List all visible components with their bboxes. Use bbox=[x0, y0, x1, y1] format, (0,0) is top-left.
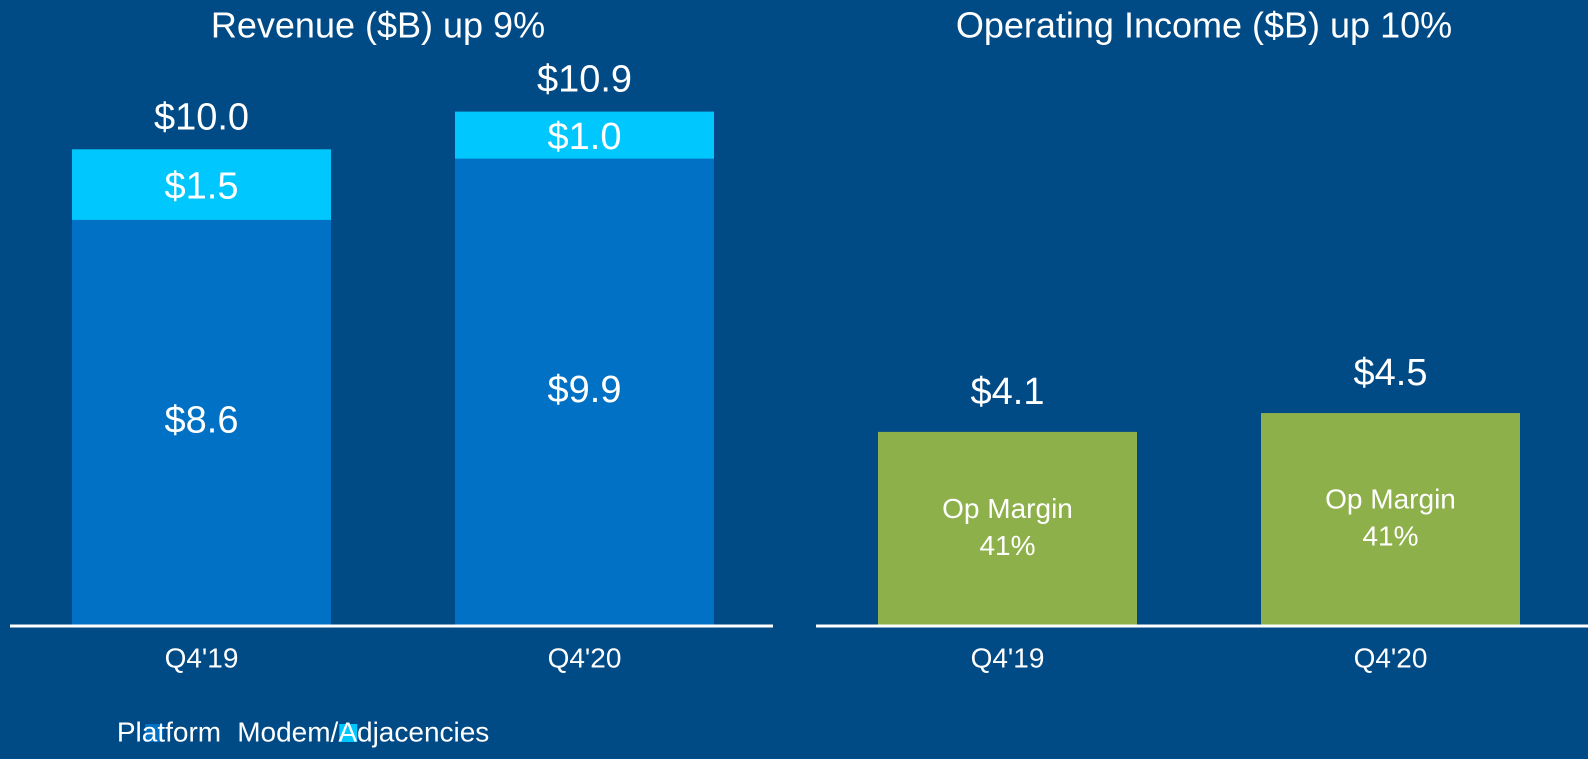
bar-segment bbox=[72, 219, 331, 625]
annotation: Op Margin bbox=[942, 493, 1073, 524]
chart-title: Revenue ($B) up 9% bbox=[211, 5, 545, 46]
margin-label: 41% bbox=[979, 530, 1035, 561]
value-label: $1.5 bbox=[165, 166, 239, 208]
x-tick-label: Q4'20 bbox=[1354, 642, 1428, 673]
annotation: Op Margin bbox=[1325, 483, 1456, 514]
total-label: $10.0 bbox=[154, 96, 249, 138]
bar bbox=[1261, 413, 1520, 625]
bar-segment bbox=[455, 158, 714, 625]
bar bbox=[878, 431, 1137, 625]
value-label: $9.9 bbox=[548, 369, 622, 411]
value-label: $8.6 bbox=[165, 400, 239, 442]
legend-label: Modem/Adjacencies bbox=[237, 716, 489, 747]
value-label: $1.0 bbox=[548, 116, 622, 158]
total-label: $10.9 bbox=[537, 59, 632, 101]
value-label: $4.5 bbox=[1354, 352, 1428, 394]
legend-swatch bbox=[339, 724, 358, 742]
bar-segment bbox=[455, 111, 714, 159]
x-tick-label: Q4'19 bbox=[165, 642, 239, 673]
legend-label: Platform bbox=[117, 716, 221, 747]
margin-label: 41% bbox=[1362, 520, 1418, 551]
chart-title: Operating Income ($B) up 10% bbox=[956, 5, 1452, 46]
x-tick-label: Q4'20 bbox=[548, 642, 622, 673]
legend-swatch bbox=[145, 724, 163, 742]
x-tick-label: Q4'19 bbox=[971, 642, 1045, 673]
value-label: $4.1 bbox=[971, 371, 1045, 413]
bar-segment bbox=[72, 149, 331, 220]
